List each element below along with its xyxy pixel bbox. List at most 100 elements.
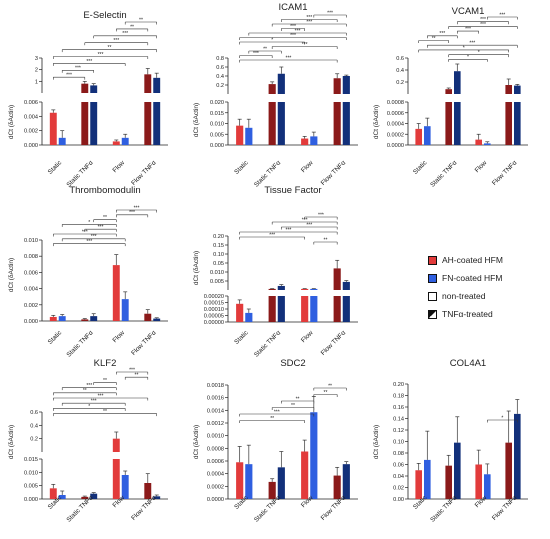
bar <box>475 464 482 499</box>
bar <box>333 102 341 145</box>
significance-label: *** <box>86 59 92 65</box>
bar <box>268 296 276 322</box>
bar <box>445 465 452 499</box>
bar <box>301 138 309 145</box>
bar <box>245 127 253 145</box>
significance-label: *** <box>253 51 259 57</box>
bar <box>333 78 341 94</box>
significance-label: *** <box>274 409 280 415</box>
significance-label: ** <box>291 403 295 409</box>
significance-label: *** <box>134 205 140 211</box>
bar <box>310 136 318 145</box>
legend-swatch-tnf-treated <box>428 309 437 319</box>
legend-label: TNFα-treated <box>442 309 493 319</box>
x-tick-label: Flow TNFα <box>491 159 519 187</box>
bar <box>58 495 66 499</box>
bar <box>454 71 461 94</box>
significance-label: ** <box>328 383 332 389</box>
significance-label: *** <box>290 24 296 30</box>
bar <box>342 76 350 94</box>
bar <box>268 102 276 145</box>
bar <box>81 102 89 145</box>
significance-label: ** <box>103 378 107 384</box>
significance-label: *** <box>469 41 475 47</box>
bar <box>121 137 129 145</box>
y-axis-label: dCt (δActin) <box>193 103 200 137</box>
significance-label: *** <box>129 367 135 373</box>
bar <box>153 496 161 499</box>
y-tick-label: 0.18 <box>393 394 404 400</box>
chart-panel-0: E-Selectin dCt (δActin) 1 2 3 0.000 0.002 0.004… <box>8 10 168 189</box>
bar <box>310 296 318 322</box>
x-tick-label: Static <box>47 329 64 346</box>
significance-label: ** <box>324 390 328 396</box>
bar <box>245 464 253 499</box>
y-tick-label: 3 <box>35 56 38 62</box>
bar <box>445 89 452 94</box>
bar <box>268 84 276 94</box>
bar <box>301 288 309 290</box>
bar <box>333 268 341 290</box>
significance-label: *** <box>302 42 308 48</box>
x-tick-label: Flow TNFα <box>491 494 519 522</box>
x-tick-label: Flow <box>300 329 315 344</box>
significance-label: *** <box>269 232 275 238</box>
significance-label: ** <box>130 24 134 30</box>
bar <box>112 141 120 145</box>
bar <box>49 316 57 321</box>
bar <box>342 102 350 145</box>
bar <box>514 102 521 145</box>
bar <box>277 467 285 499</box>
significance-label: ** <box>432 36 436 42</box>
chart-panel-1: ICAM1 dCt (δActin) 0.2 0.4 0.6 0.8 0.000 0.005 0… <box>193 2 358 189</box>
x-tick-label: Static <box>47 159 64 176</box>
bar <box>112 438 120 452</box>
y-tick-label: 0.00000 <box>204 320 224 326</box>
y-tick-label: 0.05 <box>213 261 224 267</box>
y-tick-label: 0.015 <box>210 111 224 117</box>
y-tick-label: 0.10 <box>393 440 404 446</box>
y-tick-label: 0.0014 <box>207 408 224 414</box>
chart-panel-5: KLF2 dCt (δActin) 0.2 0.4 0.6 0.000 0.005 0.010… <box>8 358 168 524</box>
significance-label: * <box>271 37 273 43</box>
y-tick-label: 0.20 <box>213 234 224 240</box>
significance-label: * <box>88 220 90 226</box>
chart-title: SDC2 <box>280 358 305 369</box>
y-tick-label: 0.10 <box>213 252 224 258</box>
y-tick-label: 0.005 <box>210 132 224 138</box>
significance-label: *** <box>86 239 92 245</box>
bar <box>144 483 152 499</box>
y-tick-label: 0.02 <box>393 486 404 492</box>
significance-label: *** <box>98 225 104 231</box>
y-axis-label: dCt (δActin) <box>193 425 200 459</box>
y-tick-label: 0.20 <box>393 382 404 388</box>
bar <box>445 102 452 145</box>
significance-label: *** <box>98 52 104 58</box>
y-axis-label: dCt (δActin) <box>373 105 380 139</box>
y-tick-label: 0.000 <box>210 143 224 149</box>
bar <box>90 85 98 93</box>
y-axis-label: dCt (δActin) <box>373 425 380 459</box>
y-tick-label: 0.15 <box>213 243 224 249</box>
x-tick-label: Flow TNFα <box>130 159 158 187</box>
bar <box>90 316 98 321</box>
bar <box>153 77 161 93</box>
bar <box>342 464 350 499</box>
significance-label: *** <box>91 234 97 240</box>
x-tick-label: Static TNFα <box>65 329 94 358</box>
y-tick-label: 0.6 <box>216 65 224 71</box>
x-tick-label: Flow TNFα <box>320 494 348 522</box>
y-axis-label: dCt (δActin) <box>193 251 200 285</box>
y-tick-label: 0.08 <box>393 451 404 457</box>
y-tick-label: 0.010 <box>24 238 38 244</box>
significance-label: * <box>478 50 480 56</box>
x-tick-label: Flow TNFα <box>130 329 158 357</box>
y-tick-label: 0.010 <box>210 122 224 128</box>
significance-label: ** <box>263 46 267 52</box>
x-tick-label: Static <box>412 159 429 176</box>
bar <box>144 102 152 145</box>
bar <box>268 288 276 290</box>
y-tick-label: 0.2 <box>216 83 224 89</box>
significance-label: *** <box>499 12 505 18</box>
bar <box>81 496 89 499</box>
